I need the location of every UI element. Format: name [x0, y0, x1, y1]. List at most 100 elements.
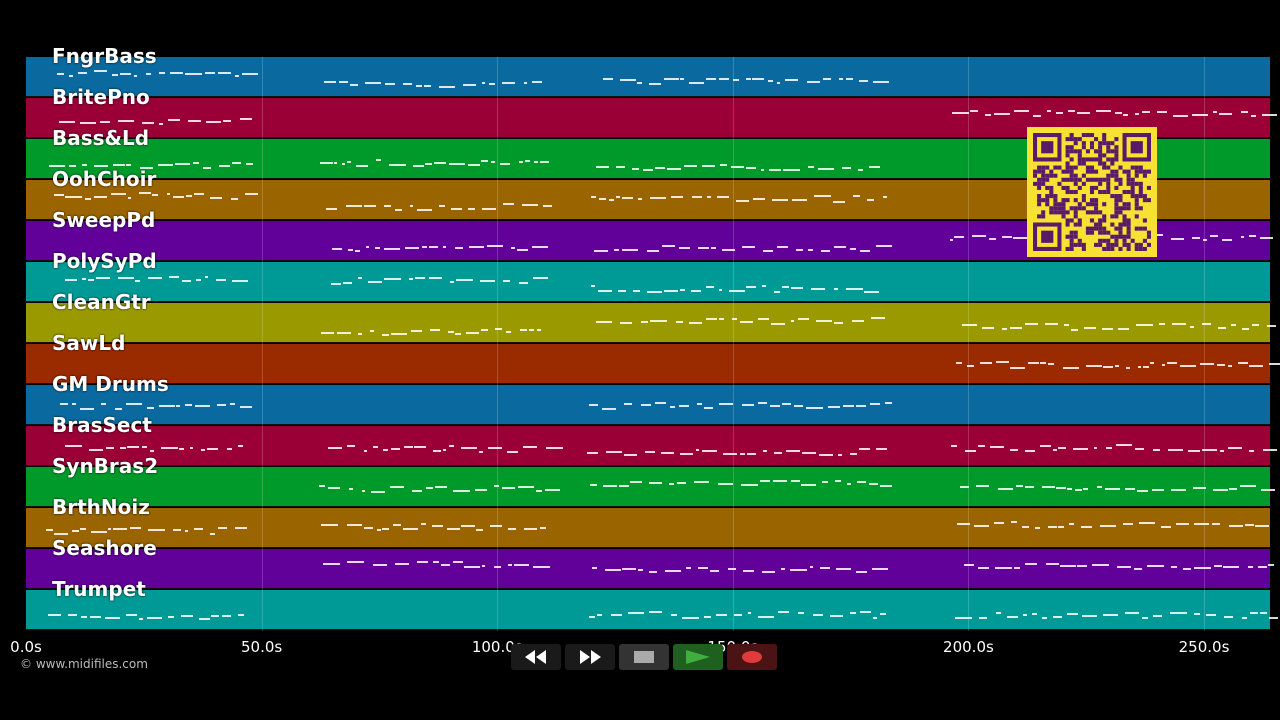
note-mark: [741, 404, 754, 407]
note-mark: [346, 204, 362, 207]
note-mark: [196, 278, 202, 281]
note-mark: [1188, 449, 1200, 452]
note-mark: [64, 196, 82, 199]
note-mark: [1077, 564, 1088, 567]
note-mark: [627, 612, 645, 615]
note-mark: [1067, 612, 1079, 615]
note-mark: [337, 332, 351, 335]
note-mark: [139, 166, 154, 169]
note-mark: [447, 528, 460, 531]
note-mark: [794, 405, 803, 408]
note-mark: [1125, 366, 1131, 369]
track-label: FngrBass: [52, 44, 157, 68]
note-mark: [632, 289, 640, 292]
note-mark: [849, 611, 857, 614]
note-mark: [790, 286, 804, 289]
fast-forward-button[interactable]: [565, 644, 615, 670]
note-mark: [112, 163, 125, 166]
note-mark: [690, 290, 702, 293]
note-mark: [763, 450, 767, 452]
note-mark: [989, 237, 997, 240]
note-mark: [1205, 613, 1217, 616]
note-mark: [1052, 616, 1063, 619]
note-mark: [1040, 361, 1046, 364]
note-mark: [235, 75, 240, 78]
note-mark: [860, 611, 872, 614]
note-mark: [1231, 324, 1237, 327]
note-mark: [1056, 487, 1066, 490]
note-mark: [328, 487, 341, 490]
note-mark: [127, 446, 140, 449]
note-mark: [1105, 446, 1113, 449]
note-mark: [449, 162, 466, 165]
note-mark: [1219, 449, 1225, 452]
note-mark: [126, 402, 143, 405]
note-mark: [733, 614, 742, 617]
note-mark: [367, 280, 382, 283]
note-mark: [1041, 485, 1055, 488]
track-lane: [26, 508, 1270, 548]
note-mark: [1092, 564, 1110, 567]
play-button[interactable]: [673, 644, 723, 670]
note-mark: [860, 250, 870, 253]
note-mark: [1194, 566, 1211, 569]
note-mark: [479, 279, 496, 282]
note-mark: [1027, 361, 1039, 364]
note-mark: [189, 447, 194, 450]
note-mark: [777, 245, 789, 248]
note-mark: [392, 524, 402, 527]
note-mark: [1115, 111, 1122, 114]
qr-code: [1027, 127, 1157, 257]
note-mark: [619, 322, 633, 325]
note-mark: [218, 527, 227, 530]
note-mark: [661, 244, 676, 247]
gridline: [732, 57, 734, 631]
note-mark: [176, 405, 180, 408]
note-mark: [1217, 363, 1225, 366]
record-button[interactable]: [727, 644, 777, 670]
note-mark: [521, 203, 539, 206]
note-mark: [1162, 364, 1166, 367]
note-mark: [806, 81, 820, 84]
note-mark: [170, 71, 183, 74]
note-mark: [342, 282, 353, 285]
note-mark: [703, 407, 713, 410]
note-mark: [1224, 615, 1233, 618]
note-mark: [682, 616, 699, 619]
rewind-button[interactable]: [511, 644, 561, 670]
note-mark: [391, 332, 408, 335]
note-mark: [1014, 110, 1029, 113]
note-mark: [982, 327, 995, 330]
note-mark: [544, 488, 561, 491]
note-mark: [870, 317, 885, 320]
note-mark: [711, 246, 717, 249]
note-mark: [231, 197, 239, 200]
note-mark: [125, 614, 138, 617]
note-mark: [332, 248, 342, 251]
note-mark: [664, 289, 678, 292]
note-mark: [1260, 237, 1273, 240]
time-tick-label: 0.0s: [10, 638, 42, 656]
note-mark: [649, 611, 663, 614]
note-mark: [873, 616, 878, 619]
stop-button[interactable]: [619, 644, 669, 670]
note-mark: [857, 481, 866, 484]
note-mark: [411, 330, 422, 333]
time-tick-label: 200.0s: [943, 638, 994, 656]
note-mark: [443, 246, 447, 249]
note-mark: [533, 566, 550, 569]
note-mark: [846, 482, 852, 485]
note-mark: [961, 324, 978, 327]
note-mark: [616, 195, 621, 198]
note-mark: [850, 452, 857, 455]
note-mark: [698, 246, 710, 249]
track-label: OohChoir: [52, 167, 157, 191]
note-mark: [949, 238, 953, 241]
note-mark: [449, 280, 454, 283]
note-mark: [524, 160, 530, 163]
note-mark: [388, 164, 406, 167]
note-mark: [168, 119, 181, 122]
note-mark: [850, 247, 856, 250]
note-mark: [166, 192, 171, 195]
note-mark: [729, 289, 745, 292]
